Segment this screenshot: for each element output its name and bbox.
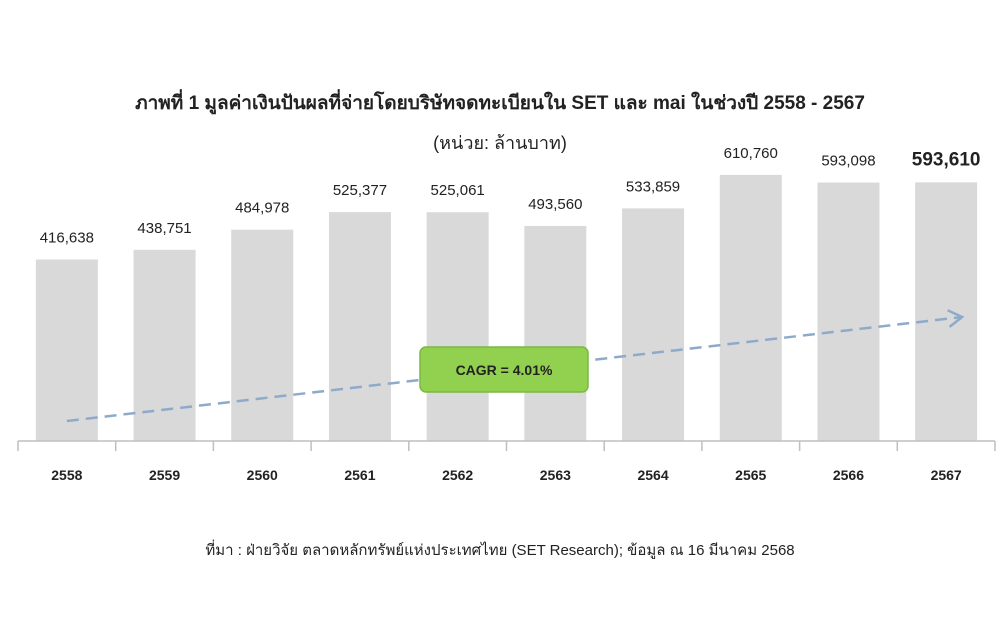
value-label-2565: 610,760 <box>724 145 778 162</box>
bar-2566 <box>817 182 880 441</box>
bar-2558 <box>35 259 98 441</box>
x-axis-ticks-group <box>17 441 996 451</box>
value-label-2562: 525,061 <box>431 182 485 199</box>
value-label-2560: 484,978 <box>235 200 289 217</box>
x-axis-label-2560: 2560 <box>247 467 278 483</box>
x-axis-label-2562: 2562 <box>442 467 473 483</box>
value-labels-group: 416,638 438,751 484,978 525,377 525,061 493,5… <box>40 145 981 247</box>
x-axis-label-2567: 2567 <box>931 467 962 483</box>
value-label-2567: 593,610 <box>912 149 981 170</box>
x-axis-labels-group: 2558 2559 2560 2561 2562 2563 2564 2565 2566 2567 <box>51 467 962 483</box>
x-axis-label-2565: 2565 <box>735 467 766 483</box>
x-axis-label-2558: 2558 <box>51 467 82 483</box>
x-axis-label-2563: 2563 <box>540 467 571 483</box>
source-note: ที่มา : ฝ่ายวิจัย ตลาดหลักทรัพย์แห่งประเ… <box>205 542 795 559</box>
bar-2560 <box>231 229 294 441</box>
value-label-2566: 593,098 <box>821 153 875 170</box>
chart-unit-subtitle: (หน่วย: ล้านบาท) <box>433 133 567 153</box>
cagr-label: CAGR = 4.01% <box>456 362 553 378</box>
cagr-trend-line <box>66 315 963 423</box>
bar-2565 <box>719 174 782 441</box>
cagr-annotation: CAGR = 4.01% <box>419 346 589 393</box>
chart-title: ภาพที่ 1 มูลค่าเงินปันผลที่จ่ายโดยบริษัท… <box>135 93 865 114</box>
value-label-2561: 525,377 <box>333 182 387 199</box>
value-label-2564: 533,859 <box>626 178 680 195</box>
bar-2567 <box>915 182 978 441</box>
bar-2562 <box>426 212 489 441</box>
value-label-2559: 438,751 <box>137 220 191 237</box>
cagr-arrowhead <box>947 309 965 328</box>
bar-2564 <box>622 208 685 441</box>
bar-2561 <box>328 212 391 441</box>
bars-group <box>35 174 978 441</box>
value-label-2563: 493,560 <box>528 196 582 213</box>
cagr-box <box>419 346 589 393</box>
x-axis-label-2564: 2564 <box>637 467 668 483</box>
bar-2563 <box>524 225 587 441</box>
x-axis-label-2566: 2566 <box>833 467 864 483</box>
value-label-2558: 416,638 <box>40 229 94 246</box>
x-axis-label-2559: 2559 <box>149 467 180 483</box>
trend-arrow-group <box>66 309 965 423</box>
x-axis-label-2561: 2561 <box>344 467 375 483</box>
